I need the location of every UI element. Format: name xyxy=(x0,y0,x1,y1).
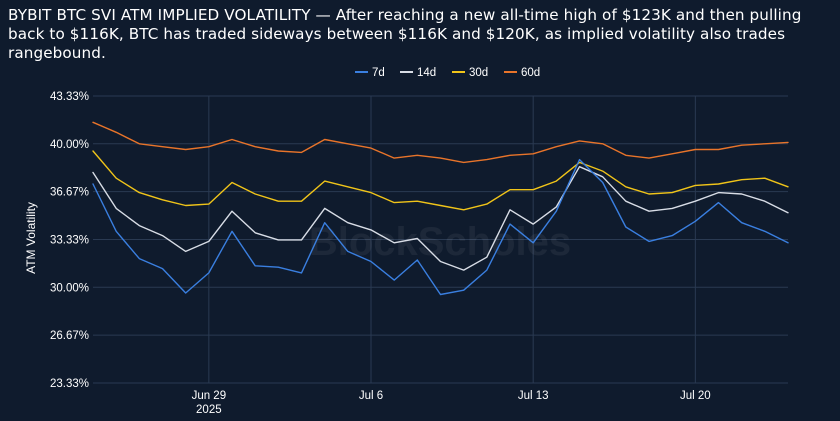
series-line-60d xyxy=(92,121,789,164)
watermark: BlockScholes xyxy=(309,220,571,264)
y-tick-label: 23.33% xyxy=(50,378,89,390)
x-tick-labels: Jun 29 2025 Jul 6 Jul 13 Jul 20 xyxy=(192,390,711,416)
legend-label-60d: 60d xyxy=(521,67,540,79)
y-tick-label: 30.00% xyxy=(50,282,89,294)
series-lines xyxy=(92,121,789,296)
y-axis-label: ATM Volatility xyxy=(24,202,38,274)
series-line-30d xyxy=(92,150,789,211)
x-tick-label: Jul 13 xyxy=(518,390,549,402)
y-tick-label: 43.33% xyxy=(50,91,89,103)
x-tick-label: Jul 20 xyxy=(680,390,711,402)
x-tick-label: Jun 29 xyxy=(192,390,227,402)
y-tick-labels: 23.33% 26.67% 30.00% 33.33% 36.67% 40.00% 43.3… xyxy=(50,91,89,390)
y-tick-label: 33.33% xyxy=(50,235,89,247)
series-line-14d xyxy=(92,165,789,271)
legend-label-30d: 30d xyxy=(469,67,488,79)
series-line-7d xyxy=(92,158,789,296)
legend: 7d 14d 30d 60d xyxy=(355,67,540,79)
y-tick-label: 26.67% xyxy=(50,330,89,342)
y-tick-label: 36.67% xyxy=(50,187,89,199)
legend-label-7d: 7d xyxy=(372,67,385,79)
legend-label-14d: 14d xyxy=(417,67,436,79)
chart-title: BYBIT BTC SVI ATM IMPLIED VOLATILITY — A… xyxy=(8,6,802,62)
gridlines xyxy=(93,95,788,384)
x-tick-sublabel: 2025 xyxy=(196,404,222,416)
x-tick-label: Jul 6 xyxy=(359,390,383,402)
y-tick-label: 40.00% xyxy=(50,139,89,151)
